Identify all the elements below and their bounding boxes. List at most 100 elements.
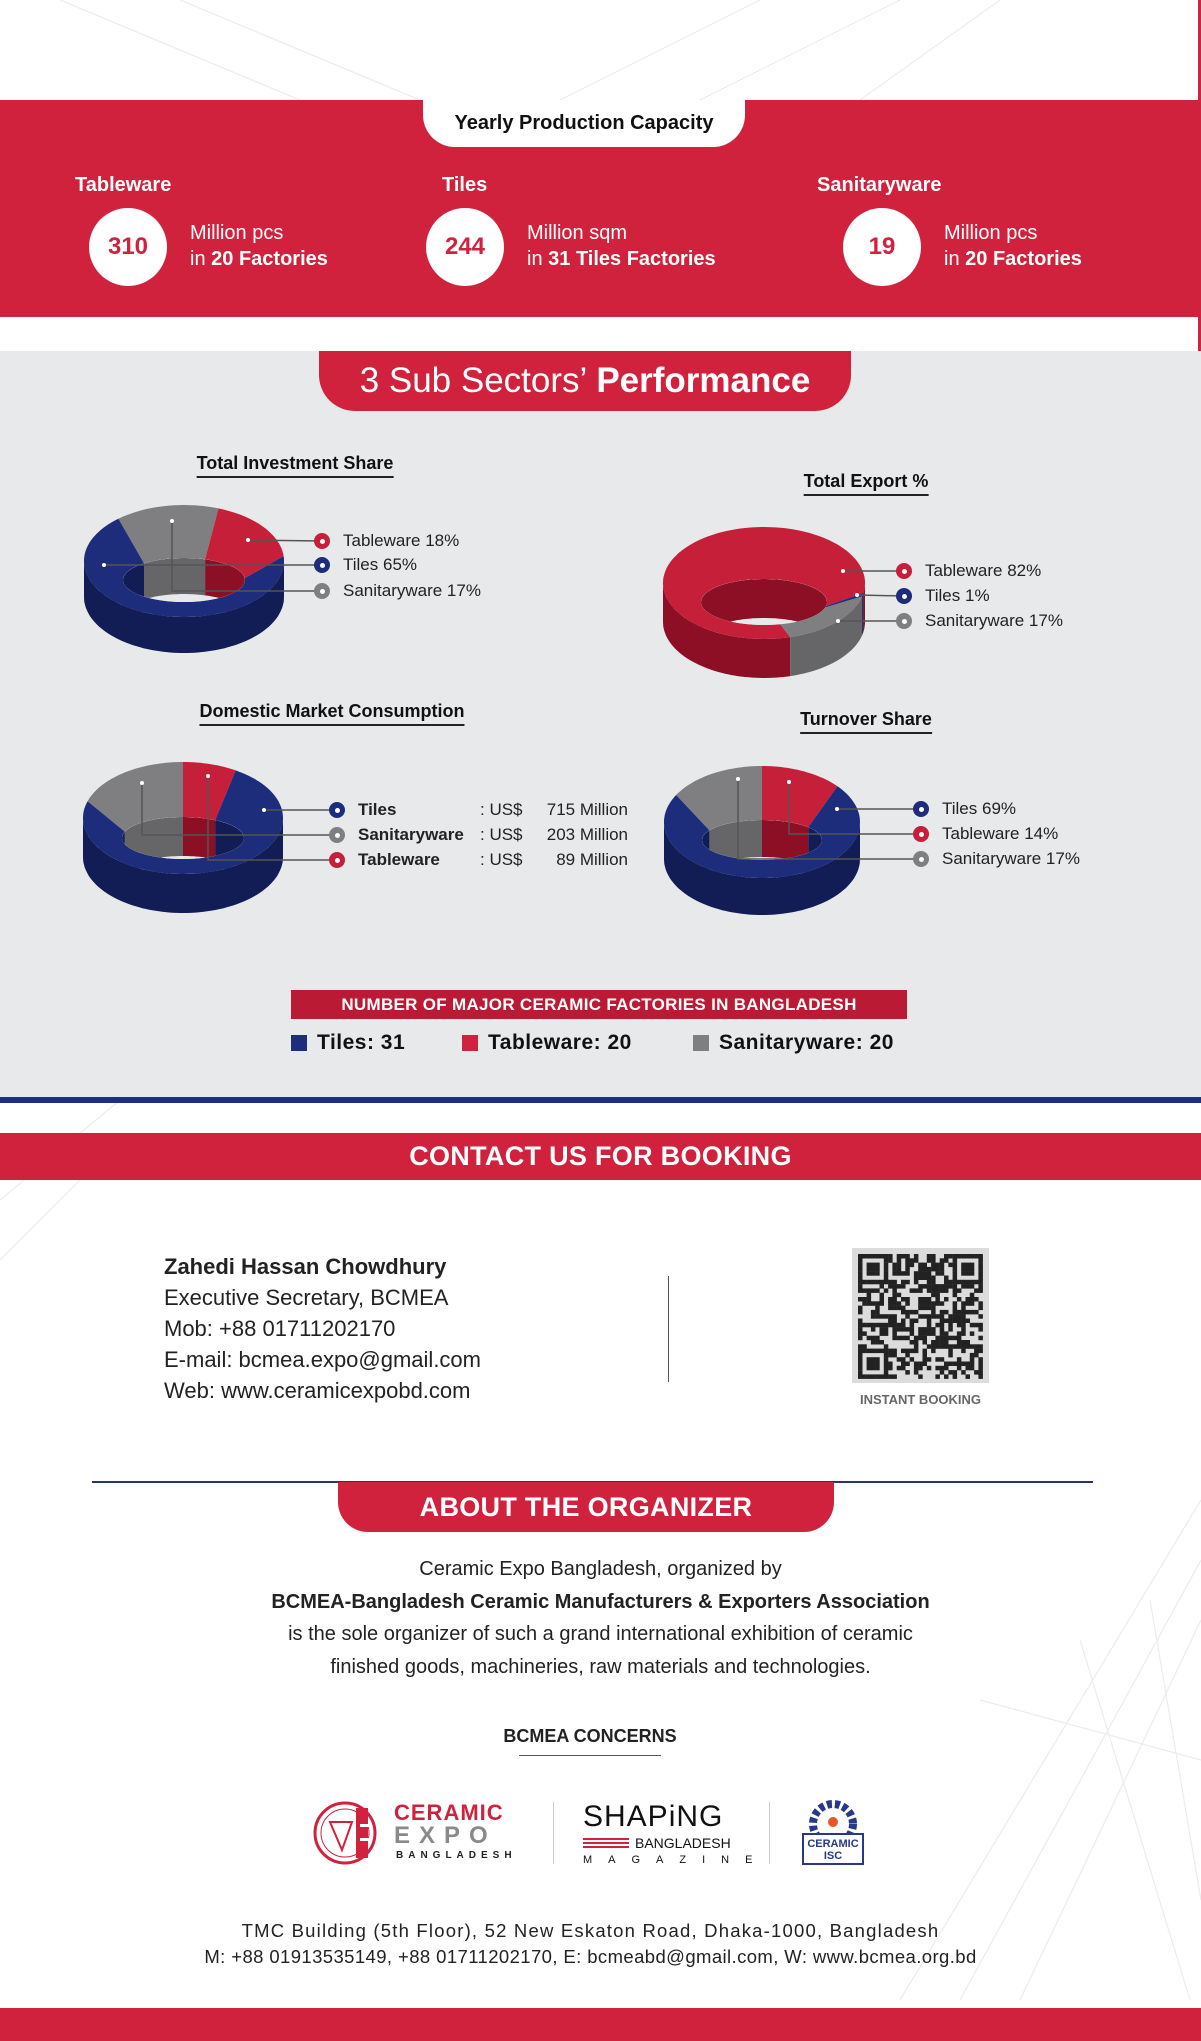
- qr-module: [858, 1331, 863, 1336]
- legend-label: Tiles: [358, 800, 397, 819]
- qr-module: [952, 1288, 958, 1293]
- qr-module: [965, 1266, 970, 1272]
- ceramic-isc-logo[interactable]: CERAMIC ISC: [799, 1798, 867, 1866]
- slice-tableware: [205, 508, 284, 579]
- qr-module: [918, 1266, 923, 1272]
- qr-module: [892, 1301, 897, 1306]
- ceramic-expo-logo[interactable]: CERAMIC EXPO BANGLADESH: [312, 1800, 522, 1866]
- qr-module: [858, 1288, 863, 1293]
- qr-code[interactable]: [852, 1248, 989, 1383]
- qr-module: [926, 1301, 932, 1306]
- qr-module: [939, 1262, 945, 1268]
- qr-module: [870, 1348, 876, 1354]
- qr-module: [901, 1305, 906, 1311]
- qr-module: [879, 1279, 884, 1285]
- qr-module: [939, 1318, 945, 1323]
- qr-module: [896, 1266, 902, 1272]
- qr-module: [969, 1301, 975, 1306]
- qr-module: [858, 1361, 863, 1366]
- slice-wall-tiles: [862, 592, 864, 636]
- qr-module: [883, 1279, 889, 1285]
- qr-module: [905, 1254, 910, 1259]
- qr-module: [978, 1335, 983, 1341]
- qr-module: [918, 1331, 923, 1336]
- performance-title: 3 Sub Sectors’ Performance: [319, 351, 851, 411]
- qr-module: [948, 1318, 953, 1323]
- legend-label: Tableware 14%: [942, 824, 1059, 843]
- qr-module: [909, 1288, 915, 1293]
- qr-module: [931, 1305, 936, 1311]
- qr-module: [931, 1309, 936, 1315]
- inner-wall-sanitaryware: [144, 558, 206, 600]
- qr-module: [901, 1284, 906, 1289]
- qr-module: [870, 1254, 876, 1259]
- qr-module: [875, 1340, 880, 1345]
- qr-module: [870, 1314, 876, 1319]
- contact-web[interactable]: Web: www.ceramicexpobd.com: [164, 1378, 471, 1403]
- right-edge-line: [1198, 0, 1201, 377]
- qr-module: [888, 1348, 893, 1354]
- qr-module: [858, 1348, 863, 1354]
- qr-module: [944, 1331, 949, 1336]
- factories-legend-tableware: Tableware: 20: [462, 1031, 632, 1055]
- qr-module: [931, 1275, 936, 1280]
- qr-module: [862, 1344, 867, 1349]
- qr-module: [913, 1271, 919, 1276]
- qr-module: [956, 1279, 962, 1285]
- inner-walls: [701, 579, 827, 625]
- qr-module: [974, 1370, 979, 1375]
- qr-module: [858, 1279, 863, 1285]
- legend-label: Tableware: 20: [488, 1031, 632, 1054]
- qr-module: [974, 1279, 979, 1285]
- legend-currency: : US$: [480, 800, 523, 819]
- contact-email[interactable]: E-mail: bcmea.expo@gmail.com: [164, 1347, 481, 1372]
- shaping-bangladesh-logo[interactable]: SHAPiNG BANGLADESH MAGAZINE: [583, 1800, 752, 1866]
- slice-tiles: [664, 786, 860, 878]
- qr-module: [978, 1301, 983, 1306]
- slice-tiles: [825, 592, 864, 608]
- slice-tableware: [663, 527, 865, 639]
- qr-module: [978, 1374, 983, 1379]
- qr-module: [969, 1262, 975, 1268]
- legend-value: 203 Million: [546, 825, 628, 844]
- qr-module: [862, 1254, 867, 1259]
- qr-module: [913, 1288, 919, 1293]
- contact-divider: [668, 1276, 669, 1382]
- legend-item-tableware: Tableware 18%: [314, 531, 459, 551]
- qr-module: [961, 1266, 966, 1272]
- qr-module: [948, 1254, 953, 1259]
- production-unit: Million pcs: [944, 222, 1038, 244]
- qr-module: [948, 1348, 953, 1354]
- qr-module: [858, 1335, 863, 1341]
- qr-module: [888, 1314, 893, 1319]
- qr-module: [978, 1258, 983, 1263]
- qr-module: [870, 1327, 876, 1332]
- legend-swatch: [693, 1035, 709, 1051]
- qr-module: [866, 1335, 872, 1341]
- qr-module: [883, 1275, 889, 1280]
- production-value: 244: [426, 208, 504, 286]
- qr-module: [858, 1318, 863, 1323]
- qr-module: [961, 1305, 966, 1311]
- qr-module: [892, 1314, 897, 1319]
- qr-module: [913, 1370, 919, 1375]
- chart-title: Total Investment Share: [196, 453, 394, 478]
- qr-module: [901, 1254, 906, 1259]
- qr-module: [969, 1331, 975, 1336]
- qr-module: [918, 1327, 923, 1332]
- qr-module: [931, 1262, 936, 1268]
- qr-module: [883, 1314, 889, 1319]
- qr-module: [875, 1365, 880, 1371]
- qr-module: [922, 1327, 927, 1332]
- legend-item-tableware: Tableware 14%: [913, 824, 1059, 844]
- qr-module: [961, 1314, 966, 1319]
- qr-module: [952, 1309, 958, 1315]
- qr-module: [961, 1348, 966, 1354]
- qr-module: [922, 1262, 927, 1268]
- qr-module: [870, 1309, 876, 1315]
- qr-module: [969, 1271, 975, 1276]
- contact-mobile[interactable]: Mob: +88 01711202170: [164, 1316, 396, 1341]
- qr-module: [870, 1335, 876, 1341]
- qr-module: [896, 1335, 902, 1341]
- qr-module: [961, 1327, 966, 1332]
